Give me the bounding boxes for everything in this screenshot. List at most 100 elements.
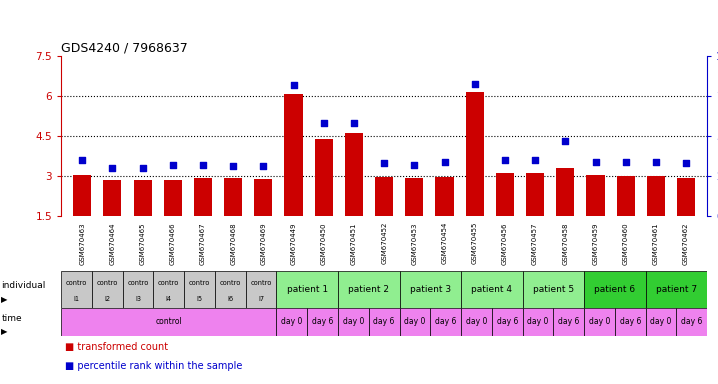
- Text: day 6: day 6: [681, 318, 702, 326]
- Bar: [461, 308, 492, 336]
- Text: l7: l7: [258, 296, 264, 302]
- Text: contro: contro: [96, 280, 118, 286]
- Text: day 0: day 0: [651, 318, 672, 326]
- Bar: [103, 180, 121, 216]
- Bar: [369, 308, 399, 336]
- Text: day 6: day 6: [620, 318, 641, 326]
- Bar: [61, 271, 92, 308]
- Point: [167, 162, 179, 168]
- Point: [318, 120, 330, 126]
- Text: day 6: day 6: [373, 318, 395, 326]
- Text: patient 1: patient 1: [286, 285, 327, 294]
- Point: [106, 165, 118, 171]
- Point: [197, 162, 209, 168]
- Text: ▶: ▶: [1, 327, 8, 336]
- Text: day 6: day 6: [312, 318, 333, 326]
- Text: day 6: day 6: [497, 318, 518, 326]
- Text: control: control: [155, 318, 182, 326]
- Point: [348, 120, 360, 126]
- Bar: [134, 180, 151, 216]
- Text: day 0: day 0: [589, 318, 610, 326]
- Bar: [276, 308, 307, 336]
- Bar: [92, 271, 123, 308]
- Text: day 0: day 0: [466, 318, 487, 326]
- Point: [288, 82, 299, 88]
- Bar: [430, 308, 461, 336]
- Point: [499, 157, 510, 163]
- Bar: [466, 92, 484, 216]
- Bar: [399, 271, 461, 308]
- Text: patient 3: patient 3: [410, 285, 451, 294]
- Text: patient 5: patient 5: [533, 285, 574, 294]
- Text: ■ percentile rank within the sample: ■ percentile rank within the sample: [65, 361, 242, 371]
- Bar: [615, 308, 645, 336]
- Text: day 0: day 0: [527, 318, 549, 326]
- Text: l3: l3: [135, 296, 141, 302]
- Point: [469, 81, 480, 87]
- Bar: [461, 271, 523, 308]
- Bar: [399, 308, 430, 336]
- Bar: [254, 179, 272, 216]
- Text: time: time: [1, 314, 22, 323]
- Text: contro: contro: [220, 280, 241, 286]
- Bar: [587, 175, 605, 216]
- Bar: [647, 176, 665, 216]
- Bar: [405, 178, 424, 216]
- Bar: [523, 271, 584, 308]
- Bar: [224, 178, 242, 216]
- Text: patient 7: patient 7: [656, 285, 697, 294]
- Point: [258, 163, 269, 169]
- Bar: [375, 177, 393, 216]
- Bar: [645, 308, 676, 336]
- Bar: [554, 308, 584, 336]
- Text: l2: l2: [104, 296, 111, 302]
- Bar: [276, 271, 338, 308]
- Bar: [645, 271, 707, 308]
- Text: contro: contro: [127, 280, 149, 286]
- Bar: [584, 308, 615, 336]
- Bar: [345, 134, 363, 216]
- Text: day 6: day 6: [558, 318, 579, 326]
- Point: [681, 160, 692, 166]
- Text: GDS4240 / 7968637: GDS4240 / 7968637: [61, 41, 188, 55]
- Text: patient 2: patient 2: [348, 285, 389, 294]
- Text: l6: l6: [227, 296, 233, 302]
- Bar: [677, 178, 695, 216]
- Point: [137, 165, 149, 171]
- Text: day 0: day 0: [281, 318, 302, 326]
- Text: patient 4: patient 4: [471, 285, 513, 294]
- Text: day 0: day 0: [342, 318, 364, 326]
- Bar: [492, 308, 523, 336]
- Point: [559, 138, 571, 144]
- Text: l5: l5: [197, 296, 202, 302]
- Bar: [154, 271, 184, 308]
- Bar: [284, 94, 302, 216]
- Point: [409, 162, 420, 168]
- Bar: [526, 173, 544, 216]
- Bar: [435, 177, 454, 216]
- Text: l4: l4: [166, 296, 172, 302]
- Bar: [184, 271, 215, 308]
- Bar: [215, 271, 246, 308]
- Text: day 6: day 6: [435, 318, 457, 326]
- Point: [439, 159, 450, 165]
- Point: [529, 157, 541, 163]
- Point: [620, 159, 631, 165]
- Point: [651, 159, 662, 165]
- Text: l1: l1: [73, 296, 80, 302]
- Text: patient 6: patient 6: [595, 285, 635, 294]
- Text: contro: contro: [66, 280, 87, 286]
- Point: [76, 157, 88, 163]
- Bar: [496, 173, 514, 216]
- Point: [228, 163, 239, 169]
- Bar: [338, 308, 369, 336]
- Bar: [194, 178, 212, 216]
- Bar: [556, 168, 574, 216]
- Text: day 0: day 0: [404, 318, 426, 326]
- Bar: [338, 271, 399, 308]
- Text: contro: contro: [251, 280, 271, 286]
- Text: ■ transformed count: ■ transformed count: [65, 341, 168, 352]
- Text: individual: individual: [1, 281, 46, 290]
- Bar: [164, 180, 182, 216]
- Bar: [314, 139, 333, 216]
